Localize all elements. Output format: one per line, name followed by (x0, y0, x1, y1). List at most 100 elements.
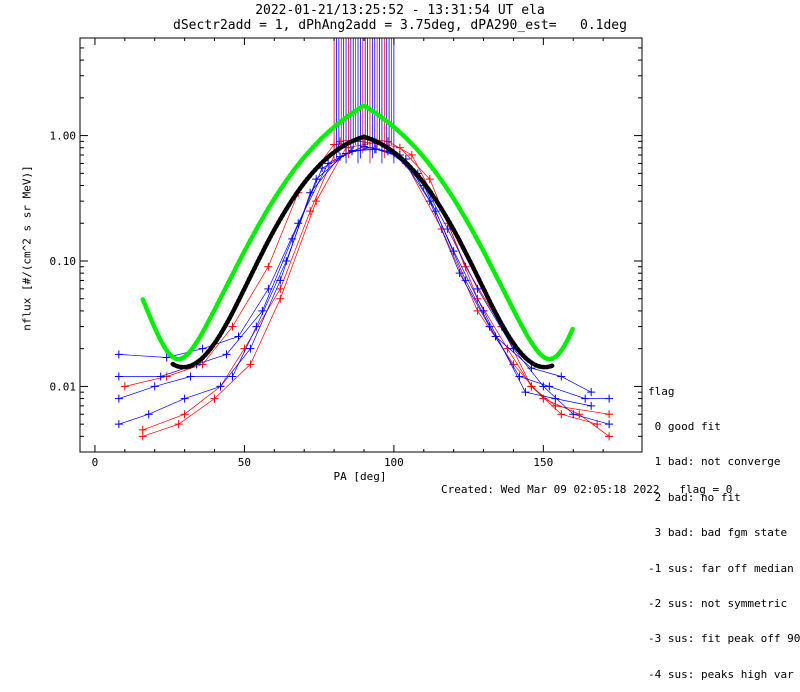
data-point (210, 394, 219, 403)
series-line (142, 138, 610, 431)
data-point (114, 372, 123, 381)
data-point (216, 382, 225, 391)
data-point (569, 410, 578, 419)
data-point (515, 372, 524, 381)
data-point (557, 372, 566, 381)
data-point (557, 410, 566, 419)
created-timestamp: Created: Wed Mar 09 02:05:18 2022 (441, 483, 660, 496)
y-axis-label: nflux [#/(cm^2 s sr MeV)] (20, 165, 34, 331)
data-point (114, 350, 123, 359)
chart-subtitle: dSectr2add = 1, dPhAng2add = 3.75deg, dP… (173, 18, 627, 33)
data-point (264, 284, 273, 293)
data-point (246, 360, 255, 369)
data-point (407, 151, 416, 160)
y-tick-label: 1.00 (50, 130, 77, 143)
data-point (521, 388, 530, 397)
legend-item: 0 good fit (648, 419, 721, 433)
data-point (222, 350, 231, 359)
footer: Created: Wed Mar 09 02:05:18 2022 flag =… (441, 483, 732, 496)
flag-status: flag = 0 (679, 483, 733, 496)
data-point (551, 394, 560, 403)
data-point (264, 262, 273, 271)
data-point (581, 394, 590, 403)
x-tick-label: 50 (238, 456, 251, 469)
series-line (118, 146, 610, 425)
data-point (276, 276, 285, 285)
fit-curve-black (170, 134, 555, 370)
y-tick-label: 0.10 (50, 255, 77, 268)
data-point (491, 332, 500, 341)
chart: 0 50 100 150 0.01 0.10 1.00 (50, 37, 643, 469)
data-point (246, 344, 255, 353)
data-point (174, 420, 183, 429)
data-point (587, 388, 596, 397)
data-point (605, 410, 614, 419)
data-point (395, 143, 404, 152)
data-point (431, 207, 440, 216)
data-point (228, 322, 237, 331)
data-point (593, 420, 602, 429)
fit-curve-green (140, 102, 576, 362)
data-point (198, 344, 207, 353)
data-point (138, 432, 147, 441)
data-point (114, 420, 123, 429)
data-point (461, 276, 470, 285)
legend-item: 3 bad: bad fgm state (648, 526, 788, 540)
x-tick-label: 100 (384, 456, 404, 469)
data-point (180, 394, 189, 403)
data-point (336, 137, 345, 146)
data-point (306, 188, 315, 197)
legend-title: flag (648, 384, 675, 398)
legend-item: 1 bad: not converge (648, 455, 781, 469)
data-point (383, 137, 392, 146)
data-point (449, 247, 458, 256)
series-line (118, 148, 610, 399)
data-point (605, 432, 614, 441)
data-point (527, 364, 536, 373)
data-point (144, 410, 153, 419)
data-point (234, 332, 243, 341)
x-axis-label: PA [deg] (333, 470, 387, 483)
plot-frame (79, 37, 643, 453)
data-point (252, 322, 261, 331)
data-point (527, 382, 536, 391)
legend-item: -3 sus: fit peak off 90 (648, 632, 800, 646)
data-point (605, 420, 614, 429)
data-point (312, 175, 321, 184)
data-point (162, 353, 171, 362)
data-point (539, 382, 548, 391)
data-point (294, 219, 303, 228)
data-point (443, 224, 452, 233)
data-point (186, 372, 195, 381)
legend-item: 2 bad: no fit (648, 490, 741, 504)
data-point (359, 142, 368, 151)
data-point (276, 294, 285, 303)
data-point (371, 145, 380, 154)
chart-title: 2022-01-21/13:25:52 - 13:31:54 UT ela (255, 3, 545, 18)
y-tick-label: 0.01 (50, 380, 77, 393)
series-line (124, 140, 610, 437)
data-point (156, 372, 165, 381)
data-point (120, 382, 129, 391)
data-point (114, 394, 123, 403)
data-point (312, 197, 321, 206)
data-point (306, 207, 315, 216)
x-tick-label: 0 (92, 456, 99, 469)
data-point (587, 401, 596, 410)
data-point (485, 322, 494, 331)
legend-item: -2 sus: not symmetric (648, 596, 788, 610)
flag-legend: flag 0 good fit 1 bad: not converge 2 ba… (648, 362, 800, 692)
x-tick-label: 150 (533, 456, 553, 469)
series-line (118, 148, 592, 393)
data-point (425, 175, 434, 184)
data-point (348, 146, 357, 155)
data-point (324, 159, 333, 168)
data-point (150, 382, 159, 391)
data-point (276, 284, 285, 293)
data-point (473, 284, 482, 293)
data-point (228, 372, 237, 381)
legend-item: -4 sus: peaks high var (648, 667, 794, 681)
legend-item: -1 sus: far off median (648, 561, 794, 575)
data-point (180, 410, 189, 419)
data-point (605, 394, 614, 403)
